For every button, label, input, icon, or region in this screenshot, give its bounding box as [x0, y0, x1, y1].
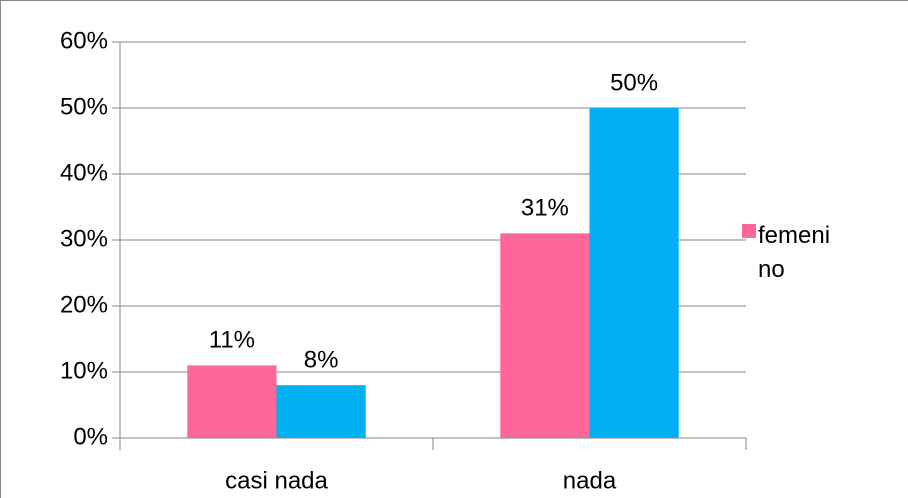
value-label: 11%	[209, 327, 255, 354]
value-label: 31%	[521, 195, 569, 222]
legend-label: femenino	[758, 222, 831, 283]
y-tick-label: 60%	[60, 27, 108, 54]
legend-swatch	[742, 224, 756, 238]
bar	[500, 233, 590, 438]
x-tick-label: casi nada	[225, 467, 328, 494]
y-tick-label: 0%	[73, 423, 108, 450]
bar	[187, 365, 277, 438]
y-tick-label: 30%	[60, 225, 108, 252]
y-tick-label: 10%	[60, 357, 108, 384]
value-label: 50%	[610, 69, 658, 96]
bar	[589, 108, 679, 438]
value-label: 8%	[304, 347, 339, 374]
y-tick-label: 40%	[60, 159, 108, 186]
bar	[276, 385, 366, 438]
y-tick-label: 20%	[60, 291, 108, 318]
x-tick-label: nada	[563, 467, 617, 494]
y-tick-label: 50%	[60, 93, 108, 120]
